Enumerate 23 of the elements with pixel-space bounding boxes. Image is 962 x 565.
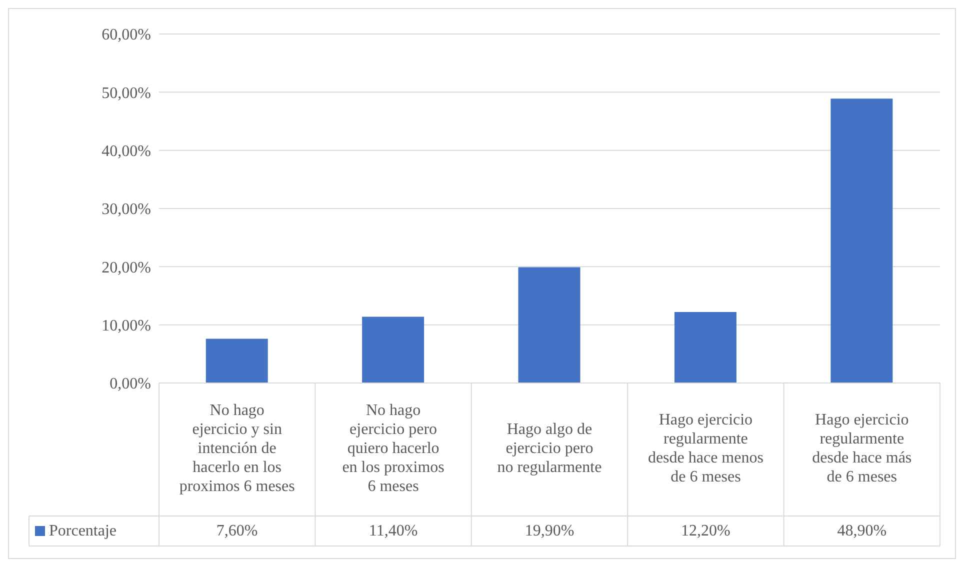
y-tick-label: 60,00% — [102, 26, 151, 44]
x-tick-label: Hago ejercicio regularmente desde hace más de 6 meses — [812, 412, 912, 486]
data-label: 12,20% — [681, 522, 730, 540]
bar — [362, 316, 424, 383]
y-tick-label: 30,00% — [102, 201, 151, 218]
bar — [518, 267, 580, 383]
y-tick-label: 50,00% — [102, 84, 151, 102]
y-tick-label: 10,00% — [102, 318, 151, 335]
x-tick-label: No hago ejercicio pero quiero hacerlo en los proximos 6 meses — [342, 402, 444, 496]
x-tick-label: Hago ejercicio regularmente desde hace menos de 6 meses — [648, 412, 764, 486]
data-label: 19,90% — [524, 522, 574, 540]
bar — [674, 312, 736, 383]
data-label: 11,40% — [368, 522, 418, 540]
y-tick-label: 40,00% — [102, 143, 151, 160]
bar — [830, 98, 893, 383]
x-tick-label: Hago algo de ejercicio pero no regularmente — [497, 421, 602, 476]
data-label: 7,60% — [216, 522, 258, 540]
y-tick-label: 0,00% — [110, 376, 151, 393]
bar — [206, 338, 268, 383]
y-tick-label: 20,00% — [102, 259, 151, 276]
legend-label: Porcentaje — [49, 522, 117, 540]
data-label: 48,90% — [837, 522, 887, 540]
x-tick-label: No hago ejercicio y sin intención de hacerlo en los proximos 6 meses — [179, 402, 295, 496]
